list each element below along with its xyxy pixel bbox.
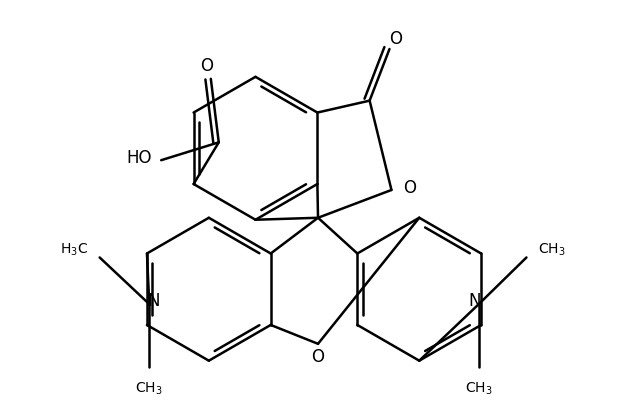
Text: O: O xyxy=(200,57,213,75)
Text: O: O xyxy=(389,30,402,48)
Text: O: O xyxy=(312,348,324,366)
Text: CH$_3$: CH$_3$ xyxy=(538,241,566,258)
Text: HO: HO xyxy=(127,149,152,167)
Text: N: N xyxy=(468,292,481,310)
Text: H$_3$C: H$_3$C xyxy=(60,241,88,258)
Text: N: N xyxy=(147,292,159,310)
Text: CH$_3$: CH$_3$ xyxy=(465,380,493,397)
Text: CH$_3$: CH$_3$ xyxy=(136,380,163,397)
Text: O: O xyxy=(403,179,416,197)
